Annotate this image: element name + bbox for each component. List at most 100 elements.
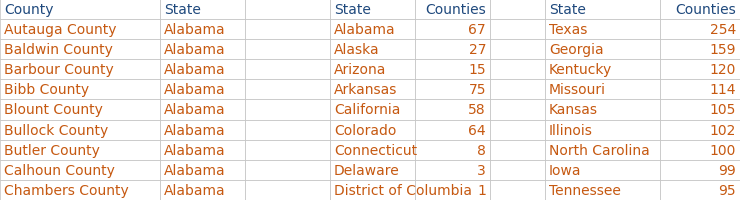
Bar [545,80,660,100]
Text: Connecticut: Connecticut [334,143,417,157]
Bar [0,100,160,120]
Bar [490,20,545,40]
Bar [490,160,545,180]
Text: Counties: Counties [676,3,736,17]
Bar [545,120,660,140]
Bar [330,0,415,20]
Text: Illinois: Illinois [549,123,593,137]
Text: Chambers County: Chambers County [4,183,129,197]
Text: Calhoun County: Calhoun County [4,163,115,177]
Bar [160,20,245,40]
Bar [0,20,160,40]
Text: Blount County: Blount County [4,103,103,117]
Bar [545,40,660,60]
Bar [245,140,330,160]
Bar [160,0,245,20]
Text: Kentucky: Kentucky [549,63,612,77]
Text: 95: 95 [719,183,736,197]
Text: Bibb County: Bibb County [4,83,89,97]
Text: Texas: Texas [549,23,588,37]
Bar [545,160,660,180]
Bar [490,120,545,140]
Bar [490,140,545,160]
Text: Barbour County: Barbour County [4,63,114,77]
Text: California: California [334,103,400,117]
Text: 8: 8 [477,143,486,157]
Bar [660,40,740,60]
Text: 99: 99 [719,163,736,177]
Text: Alabama: Alabama [164,163,226,177]
Bar [490,180,545,200]
Text: 105: 105 [710,103,736,117]
Bar [660,120,740,140]
Bar [415,0,490,20]
Text: Bullock County: Bullock County [4,123,108,137]
Text: Delaware: Delaware [334,163,400,177]
Bar [415,140,490,160]
Text: Georgia: Georgia [549,43,604,57]
Text: Alabama: Alabama [164,43,226,57]
Text: 120: 120 [710,63,736,77]
Bar [0,180,160,200]
Bar [330,140,415,160]
Bar [245,160,330,180]
Bar [245,40,330,60]
Text: Alabama: Alabama [164,103,226,117]
Text: 254: 254 [710,23,736,37]
Bar [330,180,415,200]
Text: 100: 100 [710,143,736,157]
Text: Alaska: Alaska [334,43,380,57]
Bar [160,100,245,120]
Text: Tennessee: Tennessee [549,183,621,197]
Bar [245,120,330,140]
Bar [245,0,330,20]
Bar [330,160,415,180]
Bar [245,80,330,100]
Text: 1: 1 [477,183,486,197]
Text: Colorado: Colorado [334,123,397,137]
Bar [0,0,160,20]
Bar [660,60,740,80]
Text: Alabama: Alabama [164,123,226,137]
Text: State: State [549,3,586,17]
Bar [0,140,160,160]
Bar [490,100,545,120]
Bar [660,0,740,20]
Bar [660,140,740,160]
Bar [160,160,245,180]
Text: Autauga County: Autauga County [4,23,116,37]
Bar [660,100,740,120]
Text: Alabama: Alabama [164,63,226,77]
Text: 75: 75 [468,83,486,97]
Bar [0,120,160,140]
Bar [415,60,490,80]
Bar [330,20,415,40]
Bar [660,20,740,40]
Bar [415,40,490,60]
Bar [660,160,740,180]
Bar [490,60,545,80]
Bar [660,80,740,100]
Text: 114: 114 [710,83,736,97]
Bar [245,60,330,80]
Text: 67: 67 [468,23,486,37]
Bar [415,120,490,140]
Text: 102: 102 [710,123,736,137]
Bar [330,100,415,120]
Bar [660,180,740,200]
Text: 3: 3 [477,163,486,177]
Text: County: County [4,3,53,17]
Bar [545,0,660,20]
Text: Iowa: Iowa [549,163,582,177]
Text: Alabama: Alabama [334,23,396,37]
Bar [0,80,160,100]
Text: Butler County: Butler County [4,143,100,157]
Bar [545,100,660,120]
Bar [330,60,415,80]
Text: Alabama: Alabama [164,183,226,197]
Text: Alabama: Alabama [164,143,226,157]
Bar [160,180,245,200]
Text: District of Columbia: District of Columbia [334,183,472,197]
Bar [0,160,160,180]
Text: Alabama: Alabama [164,83,226,97]
